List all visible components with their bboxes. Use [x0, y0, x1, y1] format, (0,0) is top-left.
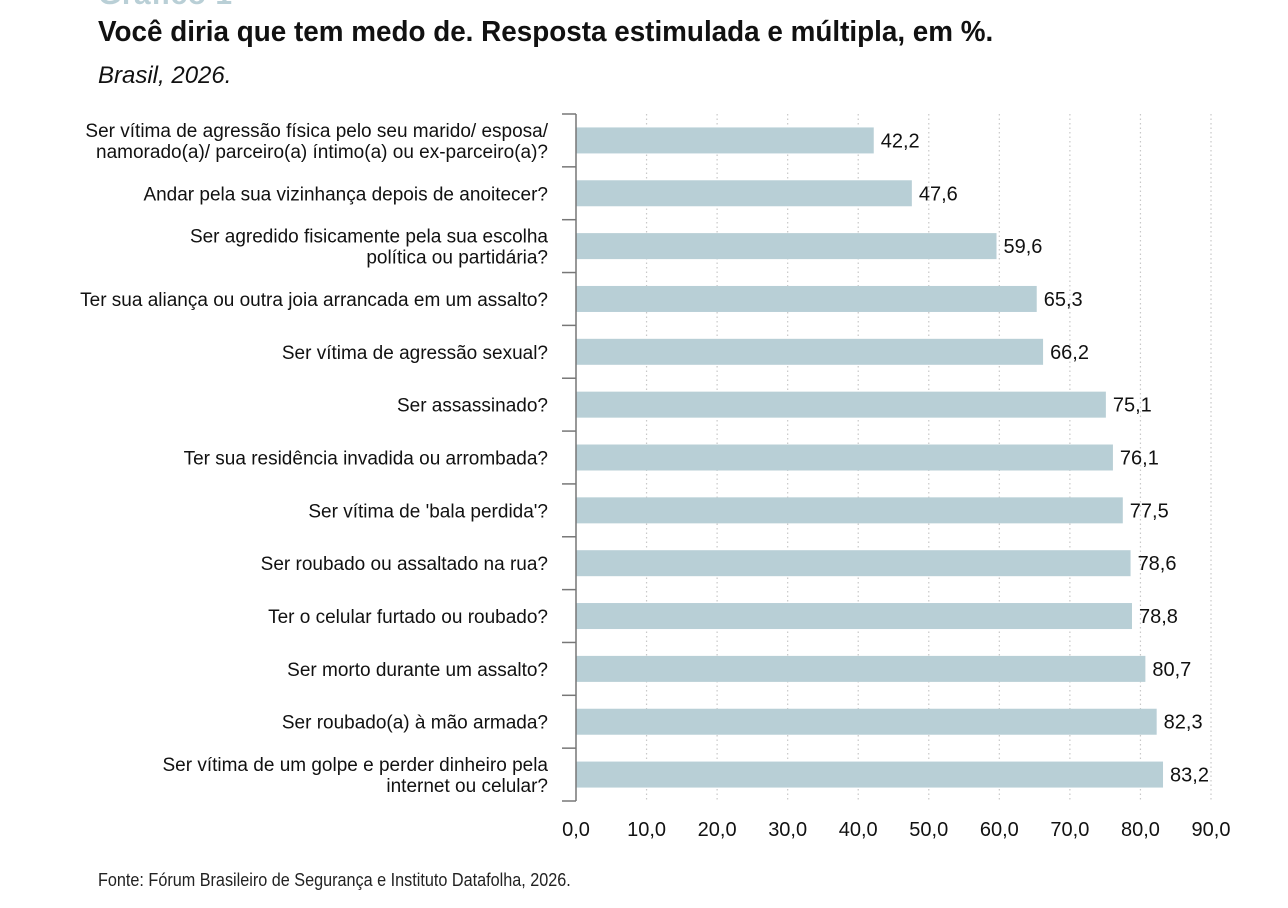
bar	[576, 127, 874, 154]
category-label: Ser vítima de agressão sexual?	[282, 343, 548, 364]
bar	[576, 391, 1106, 418]
category-label: Ser vítima de agressão física pelo seu m…	[85, 121, 548, 163]
category-label: Andar pela sua vizinhança depois de anoi…	[143, 184, 548, 205]
data-label: 66,2	[1050, 342, 1089, 364]
data-label: 42,2	[881, 130, 920, 152]
source-note: Fonte: Fórum Brasileiro de Segurança e I…	[98, 870, 571, 890]
chart-title: Você diria que tem medo de. Resposta est…	[98, 16, 994, 48]
chart-subtitle: Brasil, 2026.	[98, 62, 232, 89]
data-label: 76,1	[1120, 448, 1159, 470]
x-tick-label: 20,0	[698, 819, 737, 841]
bar	[576, 655, 1146, 682]
bar	[576, 497, 1123, 524]
bar	[576, 444, 1113, 471]
data-label: 77,5	[1130, 500, 1169, 522]
bar	[576, 708, 1157, 735]
bar-chart: 42,2 Ser vítima de agressão física pelo s…	[80, 113, 1231, 841]
data-label: 82,3	[1164, 712, 1203, 734]
x-tick-label: 80,0	[1121, 819, 1160, 841]
category-label: Ser agredido fisicamente pela sua escolh…	[190, 227, 548, 269]
x-tick-label: 70,0	[1050, 819, 1089, 841]
category-label: Ser morto durante um assalto?	[287, 660, 548, 681]
data-label: 59,6	[1004, 236, 1043, 258]
category-label: Ser vítima de 'bala perdida'?	[308, 501, 548, 522]
x-tick-label: 90,0	[1192, 819, 1231, 841]
data-label: 65,3	[1044, 289, 1083, 311]
x-tick-label: 60,0	[980, 819, 1019, 841]
category-label: Ser assassinado?	[397, 396, 548, 417]
bar	[576, 761, 1164, 788]
bar	[576, 233, 997, 260]
category-label: Ser roubado(a) à mão armada?	[282, 713, 548, 734]
x-tick-label: 30,0	[768, 819, 807, 841]
bar	[576, 550, 1131, 577]
category-label: Ter sua residência invadida ou arrombada…	[184, 449, 548, 470]
chart-number-heading: Gráfico 1	[98, 0, 233, 12]
bar	[576, 285, 1037, 312]
x-tick-label: 10,0	[627, 819, 666, 841]
data-label: 78,8	[1139, 606, 1178, 628]
data-label: 83,2	[1170, 765, 1209, 787]
data-label: 75,1	[1113, 395, 1152, 417]
bar	[576, 338, 1044, 365]
bar	[576, 180, 912, 207]
data-label: 80,7	[1152, 659, 1191, 681]
category-label: Ter sua aliança ou outra joia arrancada …	[80, 290, 548, 311]
data-label: 47,6	[919, 183, 958, 205]
category-label: Ser roubado ou assaltado na rua?	[261, 554, 548, 575]
category-label: Ter o celular furtado ou roubado?	[268, 607, 548, 628]
x-tick-label: 0,0	[562, 819, 590, 841]
bar	[576, 603, 1132, 630]
x-tick-label: 40,0	[839, 819, 878, 841]
x-tick-label: 50,0	[909, 819, 948, 841]
category-label: Ser vítima de um golpe e perder dinheiro…	[162, 755, 548, 797]
data-label: 78,6	[1138, 553, 1177, 575]
